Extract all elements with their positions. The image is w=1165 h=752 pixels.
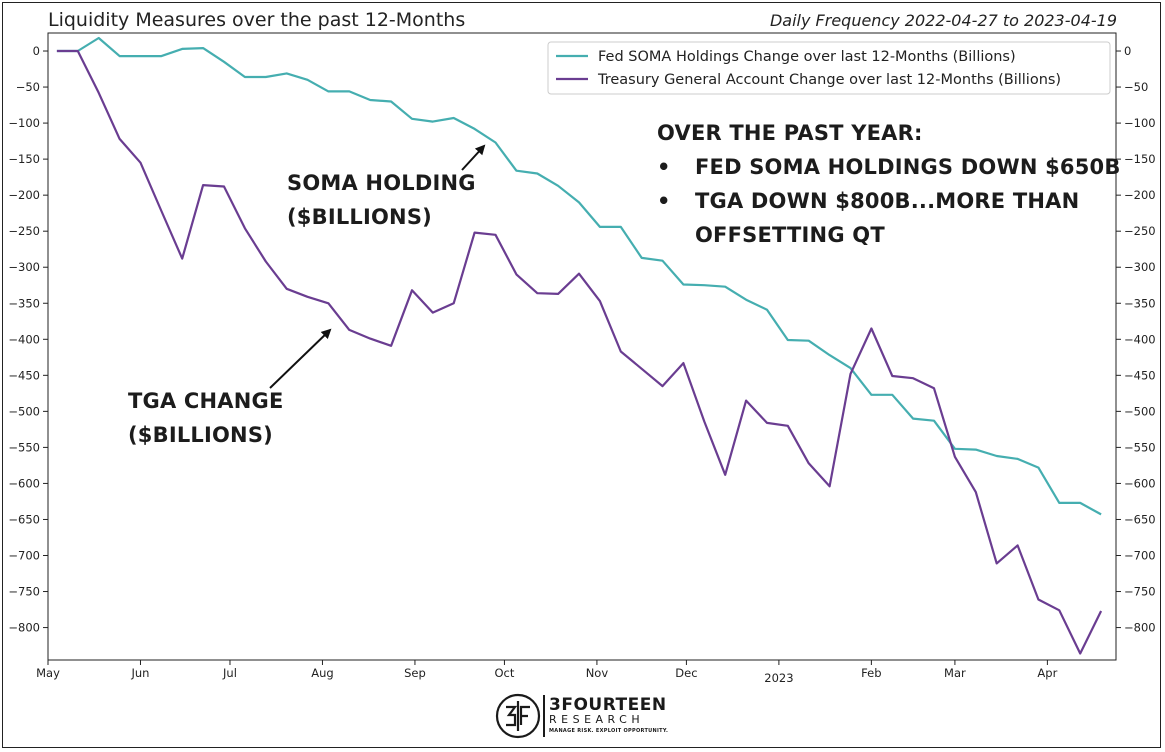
x-tick-label: Nov	[586, 666, 609, 680]
x-tick-year-label: 2023	[764, 671, 793, 685]
y-tick-label: −250	[8, 224, 40, 238]
tga-annotation-line2: ($BILLIONS)	[128, 423, 273, 447]
y-tick-label: −300	[8, 260, 40, 274]
y-tick-label: −650	[1124, 512, 1156, 526]
y-tick-label: −200	[8, 188, 40, 202]
tga-annotation-line1: TGA CHANGE	[128, 389, 284, 413]
x-tick-label: Jul	[222, 666, 237, 680]
y-tick-label: −50	[1124, 80, 1148, 94]
y-tick-label: −500	[8, 404, 40, 418]
series-lines	[56, 36, 1103, 655]
y-tick-label: −550	[1124, 440, 1156, 454]
y-tick-label: −700	[1124, 549, 1156, 563]
y-tick-label: −50	[16, 80, 40, 94]
x-tick-label: May	[36, 666, 60, 680]
y-tick-label: −150	[1124, 152, 1156, 166]
chart-subtitle: Daily Frequency 2022-04-27 to 2023-04-19	[769, 11, 1117, 30]
y-tick-label: 0	[1124, 44, 1131, 58]
summary-bullet-2-text-cont: OFFSETTING QT	[695, 223, 885, 247]
x-axis: May Jun Jul Aug Sep Oct Nov Dec 2023 Feb Mar Apr	[36, 660, 1058, 685]
y-tick-label: −300	[1124, 260, 1156, 274]
soma-arrow	[461, 144, 486, 171]
x-tick-label: Oct	[494, 666, 514, 680]
y-tick-label: −800	[1124, 621, 1156, 635]
summary-bullet-1: • FED SOMA HOLDINGS DOWN $650B	[657, 150, 1121, 184]
summary-bullet-2-cont: OFFSETTING QT	[657, 218, 1121, 252]
x-tick-label: Apr	[1037, 666, 1057, 680]
bullet-dot: •	[657, 155, 671, 179]
x-tick-label: Sep	[404, 666, 426, 680]
y-axis-left: 0 −50 −100 −150 −200 −250 −300 −350 −400 −450 −500…	[8, 44, 48, 635]
x-tick-label: Feb	[861, 666, 881, 680]
y-axis-right: 0 −50 −100 −150 −200 −250 −300 −350 −400 −450 −500…	[1116, 44, 1156, 635]
x-tick-label: Jun	[130, 666, 149, 680]
soma-annotation-line2: ($BILLIONS)	[287, 205, 432, 229]
series-line-tga	[56, 49, 1103, 655]
y-tick-label: −450	[1124, 368, 1156, 382]
y-tick-label: −350	[8, 296, 40, 310]
legend-label-soma: Fed SOMA Holdings Change over last 12-Mo…	[598, 49, 1016, 65]
y-tick-label: −450	[8, 368, 40, 382]
logo-subtitle: RESEARCH	[549, 713, 645, 726]
legend-label-tga: Treasury General Account Change over las…	[597, 72, 1061, 88]
y-tick-label: −750	[1124, 585, 1156, 599]
brand-logo: 3FOURTEEN RESEARCH MANAGE RISK. EXPLOIT …	[495, 693, 675, 741]
y-tick-label: −650	[8, 512, 40, 526]
legend-box	[547, 41, 1111, 95]
y-tick-label: −400	[1124, 332, 1156, 346]
y-tick-label: −750	[8, 585, 40, 599]
soma-annotation-line1: SOMA HOLDING	[287, 171, 476, 195]
y-tick-label: 0	[33, 44, 40, 58]
y-tick-label: −600	[8, 476, 40, 490]
y-tick-label: −250	[1124, 224, 1156, 238]
x-tick-label: Mar	[944, 666, 966, 680]
soma-annotation: SOMA HOLDING ($BILLIONS)	[287, 166, 476, 234]
y-tick-label: −500	[1124, 404, 1156, 418]
y-tick-label: −400	[8, 332, 40, 346]
y-tick-label: −800	[8, 621, 40, 635]
logo-tagline: MANAGE RISK. EXPLOIT OPPORTUNITY.	[549, 728, 669, 734]
summary-heading: OVER THE PAST YEAR:	[657, 121, 923, 145]
tga-annotation: TGA CHANGE ($BILLIONS)	[128, 384, 284, 452]
plot-area	[47, 32, 1117, 661]
annotation-arrows	[269, 144, 486, 389]
y-tick-label: −350	[1124, 296, 1156, 310]
tga-arrow	[269, 328, 332, 389]
legend: Fed SOMA Holdings Change over last 12-Mo…	[547, 41, 1111, 95]
x-tick-label: Aug	[311, 666, 333, 680]
logo-mark-icon	[495, 693, 541, 739]
chart-title: Liquidity Measures over the past 12-Mont…	[48, 9, 466, 31]
logo-divider	[543, 695, 545, 737]
summary-bullet-1-text: FED SOMA HOLDINGS DOWN $650B	[695, 155, 1121, 179]
summary-bullet-2-text: TGA DOWN $800B...MORE THAN	[695, 189, 1080, 213]
bullet-dot: •	[657, 189, 671, 213]
y-tick-label: −600	[1124, 476, 1156, 490]
x-tick-label: Dec	[675, 666, 697, 680]
y-tick-label: −200	[1124, 188, 1156, 202]
y-tick-label: −150	[8, 152, 40, 166]
y-tick-label: −550	[8, 440, 40, 454]
logo-name: 3FOURTEEN	[549, 695, 667, 715]
summary-note: OVER THE PAST YEAR: • FED SOMA HOLDINGS …	[657, 116, 1121, 252]
series-line-soma	[56, 36, 1102, 516]
y-tick-label: −700	[8, 549, 40, 563]
summary-bullet-2: • TGA DOWN $800B...MORE THAN	[657, 184, 1121, 218]
y-tick-label: −100	[1124, 116, 1156, 130]
y-tick-label: −100	[8, 116, 40, 130]
